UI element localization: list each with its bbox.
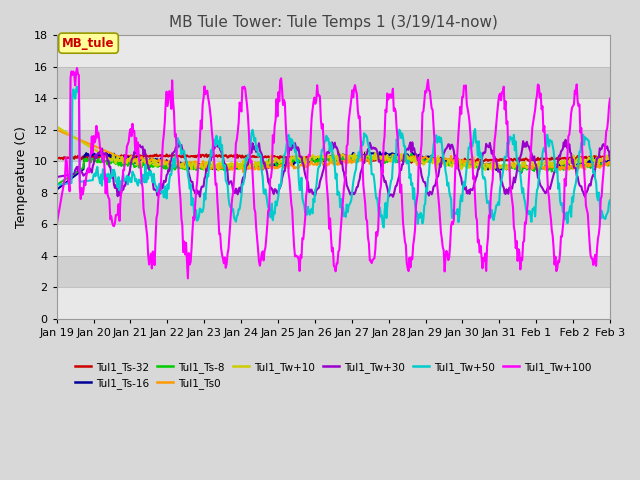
Bar — [57, 161, 610, 193]
Y-axis label: Temperature (C): Temperature (C) — [15, 126, 28, 228]
Bar — [57, 287, 610, 319]
Bar — [57, 193, 610, 224]
Bar — [57, 224, 610, 256]
Legend: Tul1_Ts-32, Tul1_Ts-16, Tul1_Ts-8, Tul1_Ts0, Tul1_Tw+10, Tul1_Tw+30, Tul1_Tw+50,: Tul1_Ts-32, Tul1_Ts-16, Tul1_Ts-8, Tul1_… — [71, 358, 596, 393]
Bar — [57, 130, 610, 161]
Title: MB Tule Tower: Tule Temps 1 (3/19/14-now): MB Tule Tower: Tule Temps 1 (3/19/14-now… — [169, 15, 498, 30]
Bar — [57, 36, 610, 67]
Text: MB_tule: MB_tule — [62, 36, 115, 49]
Bar — [57, 67, 610, 98]
Bar — [57, 256, 610, 287]
Bar — [57, 98, 610, 130]
